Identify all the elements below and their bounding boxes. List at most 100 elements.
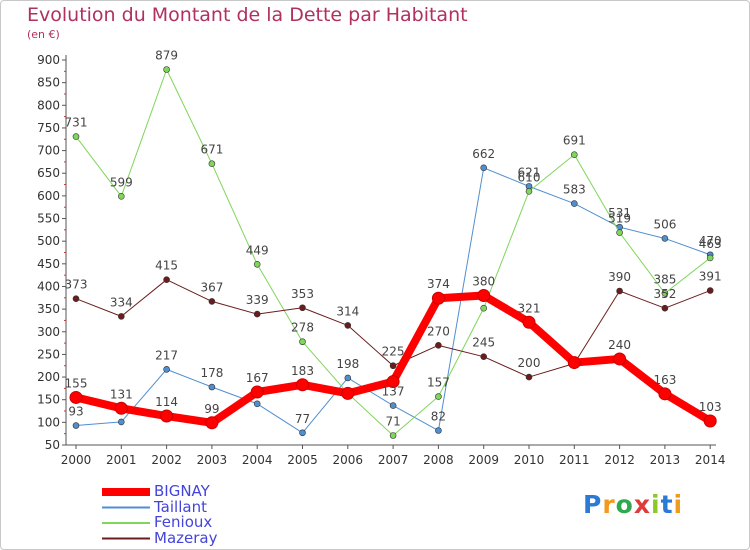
x-tick-label: 2009 — [468, 453, 499, 467]
data-label: 519 — [608, 212, 631, 226]
data-label: 470 — [699, 234, 722, 248]
data-label: 225 — [382, 345, 405, 359]
data-label: 77 — [295, 412, 310, 426]
data-point — [163, 366, 170, 373]
data-label: 373 — [65, 278, 88, 292]
data-point — [661, 304, 669, 312]
data-label: 731 — [65, 116, 88, 130]
x-tick-label: 2006 — [333, 453, 364, 467]
data-point — [253, 310, 261, 318]
logo-letter: t — [660, 490, 674, 519]
data-point — [613, 352, 627, 366]
y-tick-label: 550 — [37, 212, 60, 226]
data-label: 278 — [291, 321, 314, 335]
data-point — [389, 402, 397, 409]
chart-title: Evolution du Montant de la Dette par Hab… — [27, 4, 468, 26]
data-label: 367 — [200, 280, 223, 294]
data-label: 599 — [110, 175, 133, 189]
y-tick-label: 150 — [37, 393, 60, 407]
data-label: 99 — [204, 402, 219, 416]
data-label: 82 — [431, 410, 446, 424]
data-point — [435, 427, 442, 434]
data-label: 114 — [155, 395, 178, 409]
data-label: 245 — [472, 336, 495, 350]
data-point — [344, 374, 352, 382]
data-point — [616, 287, 623, 295]
x-tick-label: 2007 — [378, 453, 409, 467]
data-label: 449 — [246, 243, 269, 257]
y-tick-label: 750 — [37, 121, 60, 135]
data-point — [341, 386, 355, 400]
data-label: 583 — [563, 183, 586, 197]
x-tick-label: 2012 — [604, 453, 635, 467]
data-label: 374 — [427, 277, 450, 291]
data-point — [567, 356, 581, 370]
data-label: 415 — [155, 259, 178, 273]
data-label: 200 — [518, 356, 541, 370]
data-point — [299, 429, 306, 437]
legend-label-fenioux: Fenioux — [154, 513, 213, 531]
data-label: 217 — [155, 348, 178, 362]
data-point — [208, 160, 216, 168]
x-tick-label: 2011 — [559, 453, 590, 467]
data-point — [299, 338, 306, 346]
data-point — [525, 188, 533, 195]
data-label: 531 — [608, 206, 631, 220]
y-tick-label: 350 — [37, 302, 60, 316]
data-point — [253, 260, 261, 268]
y-tick-label: 200 — [37, 370, 60, 384]
data-point — [480, 164, 488, 172]
data-label: 353 — [291, 287, 314, 301]
data-label: 671 — [200, 143, 223, 157]
data-label: 71 — [385, 414, 400, 428]
x-tick-label: 2004 — [242, 453, 273, 467]
data-point — [431, 291, 445, 305]
legend-label-bignay: BIGNAY — [154, 482, 210, 500]
x-tick-label: 2002 — [151, 453, 182, 467]
data-point — [616, 229, 623, 236]
data-point — [661, 235, 669, 242]
y-tick-label: 850 — [37, 76, 60, 90]
data-label: 506 — [653, 217, 676, 231]
data-point — [706, 287, 714, 294]
data-point — [435, 393, 442, 400]
x-tick-label: 2001 — [106, 453, 137, 467]
logo-letter: x — [633, 490, 651, 519]
data-point — [522, 315, 536, 329]
data-point — [386, 375, 400, 389]
data-label: 662 — [472, 147, 495, 161]
data-point — [389, 432, 397, 439]
logo-letter: r — [602, 490, 616, 519]
data-point — [208, 298, 216, 305]
data-point — [570, 151, 578, 158]
proxiti-logo: Proxiti — [583, 490, 683, 519]
data-point — [72, 133, 80, 140]
x-tick-label: 2005 — [287, 453, 318, 467]
y-tick-label: 100 — [37, 415, 60, 429]
logo-letter: P — [583, 490, 603, 519]
data-label: 321 — [518, 301, 541, 315]
data-point — [435, 342, 442, 349]
x-tick-label: 2014 — [695, 453, 726, 467]
data-point — [118, 418, 125, 426]
y-tick-label: 400 — [37, 279, 60, 293]
data-point — [570, 200, 578, 207]
logo-letter: i — [673, 490, 684, 519]
data-point — [480, 304, 488, 312]
data-label: 621 — [518, 165, 541, 179]
data-label: 391 — [699, 270, 722, 284]
data-point — [525, 373, 533, 381]
data-point — [72, 422, 80, 429]
legend-label-taillant: Taillant — [154, 497, 207, 516]
data-point — [299, 304, 306, 312]
data-label: 879 — [155, 49, 178, 63]
data-label: 691 — [563, 134, 586, 148]
data-label: 167 — [246, 371, 269, 385]
y-tick-label: 650 — [37, 166, 60, 180]
data-label: 385 — [653, 272, 676, 286]
data-label: 103 — [699, 400, 722, 414]
data-label: 131 — [110, 387, 133, 401]
data-point — [72, 295, 80, 303]
x-tick-label: 2003 — [197, 453, 228, 467]
